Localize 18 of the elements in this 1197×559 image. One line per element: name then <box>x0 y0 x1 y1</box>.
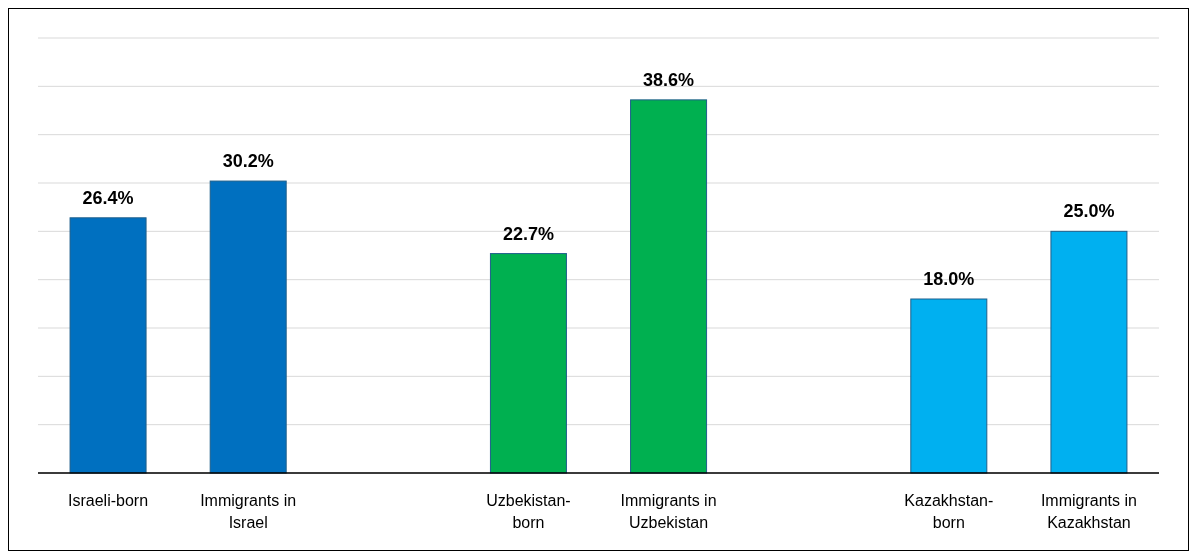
data-label: 25.0% <box>1063 201 1115 222</box>
bar <box>910 298 988 474</box>
data-label: 22.7% <box>502 223 554 244</box>
bar <box>209 180 287 474</box>
x-tick-label: Uzbekistan-born <box>486 492 571 531</box>
x-tick-label: Immigrants in Kazakhstan <box>1040 492 1137 531</box>
x-tick-label: Kazakhstan-born <box>904 492 994 531</box>
data-label: 26.4% <box>82 187 134 208</box>
x-tick-label: Israeli-born <box>68 492 149 509</box>
bar <box>489 253 567 474</box>
bar <box>630 99 708 474</box>
x-tick-label: Immigrants in Uzbekistan <box>620 492 717 531</box>
bar <box>69 217 147 474</box>
data-label: 18.0% <box>923 269 975 289</box>
data-label: 30.2% <box>222 151 274 172</box>
data-label: 38.6% <box>643 69 695 90</box>
bar <box>1050 230 1128 474</box>
x-tick-label: Immigrants in Israel <box>200 492 297 531</box>
